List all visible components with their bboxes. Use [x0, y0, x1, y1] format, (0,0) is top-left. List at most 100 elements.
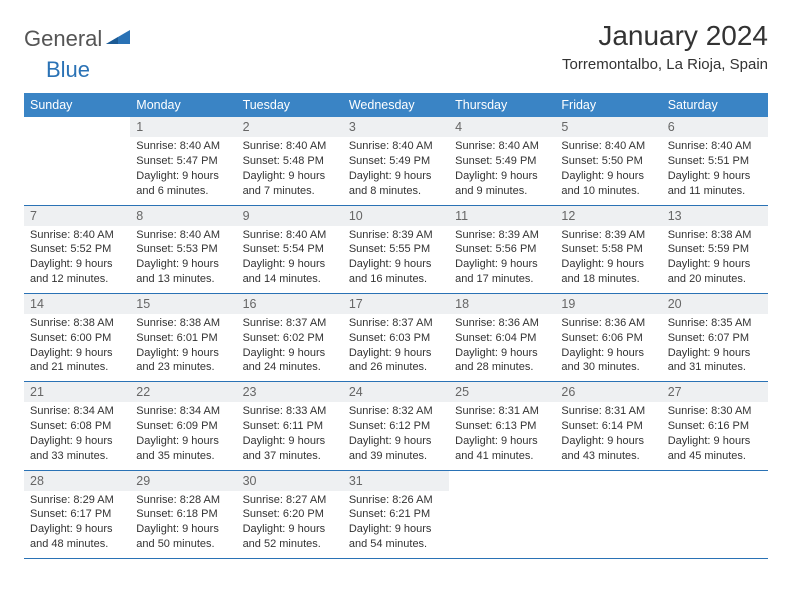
calendar-day: 29Sunrise: 8:28 AMSunset: 6:18 PMDayligh…: [130, 470, 236, 558]
sunset-text: Sunset: 6:08 PM: [30, 419, 124, 434]
sunrise-text: Sunrise: 8:39 AM: [349, 228, 443, 243]
sunset-text: Sunset: 6:04 PM: [455, 331, 549, 346]
brand-triangle-icon: [106, 28, 132, 46]
sunrise-text: Sunrise: 8:37 AM: [349, 316, 443, 331]
day-number: 19: [555, 294, 661, 314]
sunset-text: Sunset: 6:06 PM: [561, 331, 655, 346]
calendar-week: 7Sunrise: 8:40 AMSunset: 5:52 PMDaylight…: [24, 205, 768, 293]
calendar-day: 21Sunrise: 8:34 AMSunset: 6:08 PMDayligh…: [24, 382, 130, 470]
calendar-day: 6Sunrise: 8:40 AMSunset: 5:51 PMDaylight…: [662, 117, 768, 205]
day-number: 7: [24, 206, 130, 226]
sunset-text: Sunset: 5:52 PM: [30, 242, 124, 257]
day-number: 26: [555, 382, 661, 402]
daylight-text: Daylight: 9 hours and 48 minutes.: [30, 522, 124, 552]
day-number: 6: [662, 117, 768, 137]
daylight-text: Daylight: 9 hours and 23 minutes.: [136, 346, 230, 376]
day-details: Sunrise: 8:32 AMSunset: 6:12 PMDaylight:…: [343, 402, 449, 469]
day-details: Sunrise: 8:29 AMSunset: 6:17 PMDaylight:…: [24, 491, 130, 558]
calendar-day: 5Sunrise: 8:40 AMSunset: 5:50 PMDaylight…: [555, 117, 661, 205]
day-header: Friday: [555, 93, 661, 117]
calendar-day: 24Sunrise: 8:32 AMSunset: 6:12 PMDayligh…: [343, 382, 449, 470]
day-number: [662, 471, 768, 477]
daylight-text: Daylight: 9 hours and 31 minutes.: [668, 346, 762, 376]
sunset-text: Sunset: 6:09 PM: [136, 419, 230, 434]
sunset-text: Sunset: 6:11 PM: [243, 419, 337, 434]
sunset-text: Sunset: 6:18 PM: [136, 507, 230, 522]
daylight-text: Daylight: 9 hours and 18 minutes.: [561, 257, 655, 287]
calendar-week: 28Sunrise: 8:29 AMSunset: 6:17 PMDayligh…: [24, 470, 768, 558]
day-details: Sunrise: 8:34 AMSunset: 6:09 PMDaylight:…: [130, 402, 236, 469]
day-details: Sunrise: 8:39 AMSunset: 5:56 PMDaylight:…: [449, 226, 555, 293]
day-details: Sunrise: 8:40 AMSunset: 5:49 PMDaylight:…: [343, 137, 449, 204]
sunrise-text: Sunrise: 8:31 AM: [561, 404, 655, 419]
daylight-text: Daylight: 9 hours and 43 minutes.: [561, 434, 655, 464]
daylight-text: Daylight: 9 hours and 8 minutes.: [349, 169, 443, 199]
sunrise-text: Sunrise: 8:34 AM: [136, 404, 230, 419]
sunrise-text: Sunrise: 8:30 AM: [668, 404, 762, 419]
sunset-text: Sunset: 6:20 PM: [243, 507, 337, 522]
sunset-text: Sunset: 6:01 PM: [136, 331, 230, 346]
calendar-day: 7Sunrise: 8:40 AMSunset: 5:52 PMDaylight…: [24, 205, 130, 293]
sunrise-text: Sunrise: 8:34 AM: [30, 404, 124, 419]
sunrise-text: Sunrise: 8:35 AM: [668, 316, 762, 331]
daylight-text: Daylight: 9 hours and 14 minutes.: [243, 257, 337, 287]
day-details: Sunrise: 8:39 AMSunset: 5:58 PMDaylight:…: [555, 226, 661, 293]
daylight-text: Daylight: 9 hours and 24 minutes.: [243, 346, 337, 376]
day-header: Tuesday: [237, 93, 343, 117]
calendar-day: [24, 117, 130, 205]
sunrise-text: Sunrise: 8:40 AM: [30, 228, 124, 243]
calendar-week: 21Sunrise: 8:34 AMSunset: 6:08 PMDayligh…: [24, 382, 768, 470]
day-number: [24, 117, 130, 123]
day-details: Sunrise: 8:34 AMSunset: 6:08 PMDaylight:…: [24, 402, 130, 469]
sunrise-text: Sunrise: 8:40 AM: [243, 139, 337, 154]
sunrise-text: Sunrise: 8:40 AM: [136, 228, 230, 243]
day-details: Sunrise: 8:26 AMSunset: 6:21 PMDaylight:…: [343, 491, 449, 558]
day-details: Sunrise: 8:38 AMSunset: 6:00 PMDaylight:…: [24, 314, 130, 381]
day-number: 30: [237, 471, 343, 491]
day-number: 25: [449, 382, 555, 402]
day-details: Sunrise: 8:37 AMSunset: 6:02 PMDaylight:…: [237, 314, 343, 381]
calendar-day: 3Sunrise: 8:40 AMSunset: 5:49 PMDaylight…: [343, 117, 449, 205]
calendar-day: 14Sunrise: 8:38 AMSunset: 6:00 PMDayligh…: [24, 293, 130, 381]
calendar-day: 20Sunrise: 8:35 AMSunset: 6:07 PMDayligh…: [662, 293, 768, 381]
day-number: 13: [662, 206, 768, 226]
sunrise-text: Sunrise: 8:38 AM: [30, 316, 124, 331]
day-number: 27: [662, 382, 768, 402]
day-number: 5: [555, 117, 661, 137]
day-number: 18: [449, 294, 555, 314]
daylight-text: Daylight: 9 hours and 33 minutes.: [30, 434, 124, 464]
sunset-text: Sunset: 6:12 PM: [349, 419, 443, 434]
sunset-text: Sunset: 5:49 PM: [349, 154, 443, 169]
sunrise-text: Sunrise: 8:27 AM: [243, 493, 337, 508]
day-header: Wednesday: [343, 93, 449, 117]
day-number: 2: [237, 117, 343, 137]
day-details: Sunrise: 8:40 AMSunset: 5:49 PMDaylight:…: [449, 137, 555, 204]
calendar-day: 28Sunrise: 8:29 AMSunset: 6:17 PMDayligh…: [24, 470, 130, 558]
day-details: Sunrise: 8:33 AMSunset: 6:11 PMDaylight:…: [237, 402, 343, 469]
day-number: 15: [130, 294, 236, 314]
brand-part2: Blue: [46, 57, 90, 83]
day-number: 16: [237, 294, 343, 314]
sunset-text: Sunset: 6:03 PM: [349, 331, 443, 346]
day-number: [449, 471, 555, 477]
day-details: Sunrise: 8:38 AMSunset: 6:01 PMDaylight:…: [130, 314, 236, 381]
calendar-day: 12Sunrise: 8:39 AMSunset: 5:58 PMDayligh…: [555, 205, 661, 293]
day-details: Sunrise: 8:40 AMSunset: 5:50 PMDaylight:…: [555, 137, 661, 204]
day-header: Thursday: [449, 93, 555, 117]
daylight-text: Daylight: 9 hours and 52 minutes.: [243, 522, 337, 552]
sunset-text: Sunset: 6:14 PM: [561, 419, 655, 434]
calendar-day: 19Sunrise: 8:36 AMSunset: 6:06 PMDayligh…: [555, 293, 661, 381]
calendar-day: [662, 470, 768, 558]
day-number: 28: [24, 471, 130, 491]
day-number: 24: [343, 382, 449, 402]
sunrise-text: Sunrise: 8:40 AM: [243, 228, 337, 243]
day-details: Sunrise: 8:40 AMSunset: 5:53 PMDaylight:…: [130, 226, 236, 293]
daylight-text: Daylight: 9 hours and 7 minutes.: [243, 169, 337, 199]
daylight-text: Daylight: 9 hours and 54 minutes.: [349, 522, 443, 552]
day-details: Sunrise: 8:36 AMSunset: 6:06 PMDaylight:…: [555, 314, 661, 381]
sunrise-text: Sunrise: 8:39 AM: [561, 228, 655, 243]
sunset-text: Sunset: 5:54 PM: [243, 242, 337, 257]
daylight-text: Daylight: 9 hours and 28 minutes.: [455, 346, 549, 376]
sunrise-text: Sunrise: 8:40 AM: [455, 139, 549, 154]
location-label: Torremontalbo, La Rioja, Spain: [562, 56, 768, 73]
